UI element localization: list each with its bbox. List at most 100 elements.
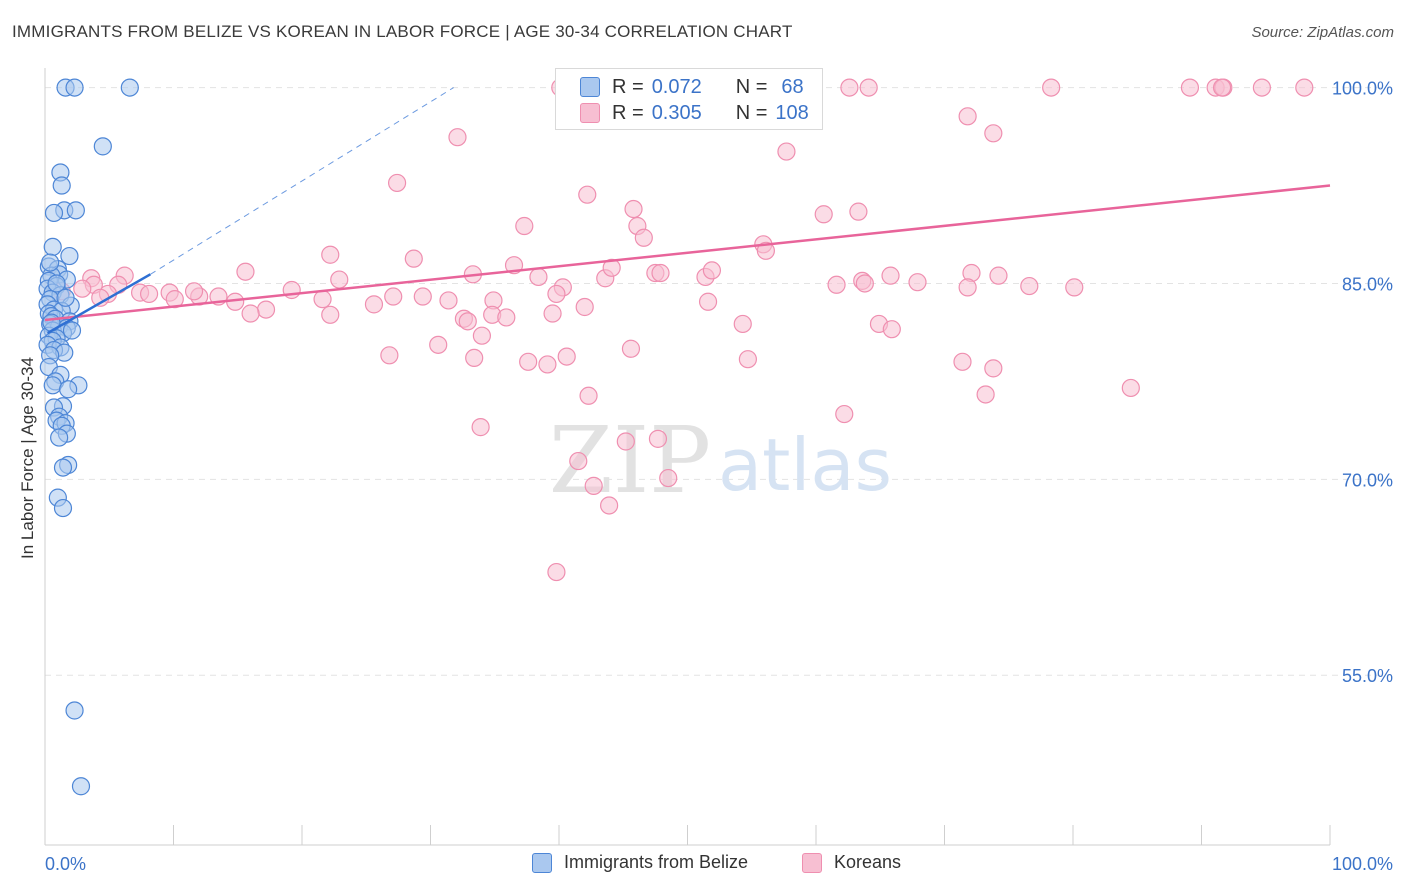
belize-point <box>43 237 62 257</box>
y-tick-label: 70.0% <box>1342 470 1393 490</box>
chart-title: IMMIGRANTS FROM BELIZE VS KOREAN IN LABO… <box>12 22 793 41</box>
korean-point <box>575 297 594 317</box>
korean-point <box>364 295 384 314</box>
korean-point <box>515 216 534 236</box>
korean-point <box>1065 278 1084 297</box>
belize-point <box>41 253 60 272</box>
korean-point <box>519 352 538 371</box>
korean-point <box>236 262 255 281</box>
belize-point <box>71 777 91 796</box>
korean-point <box>313 290 332 309</box>
korean-point <box>882 320 901 339</box>
korean-point <box>984 359 1003 378</box>
korean-point <box>73 279 92 298</box>
stats-row-korean: R = 0.305 N = 108 <box>556 101 809 125</box>
korean-point <box>1042 78 1061 97</box>
korean-point <box>976 385 995 404</box>
korean-point <box>984 124 1003 143</box>
korean-point <box>543 304 562 323</box>
korean-point <box>529 267 548 287</box>
belize-point <box>56 288 75 307</box>
korean-point <box>557 347 576 366</box>
korean-point <box>330 270 349 289</box>
belize-point <box>65 78 84 97</box>
korean-point <box>855 274 874 293</box>
korean-point <box>616 432 635 451</box>
korean-point <box>651 263 670 283</box>
korean-point <box>547 562 566 582</box>
belize-point <box>43 376 62 395</box>
x-tick-label: 100.0% <box>1332 854 1393 874</box>
stats-row-belize: R = 0.072 N = 68 <box>556 75 804 99</box>
korean-point <box>738 350 757 369</box>
korean-point <box>465 348 484 368</box>
korean-series <box>52 78 1314 582</box>
korean-point <box>547 284 566 304</box>
korean-point <box>384 287 403 306</box>
source-label: Source: ZipAtlas.com <box>1251 24 1394 41</box>
korean-point <box>1295 78 1314 97</box>
korean-point <box>321 305 340 324</box>
belize-point <box>47 274 66 293</box>
belize-point <box>93 137 112 156</box>
korean-point <box>958 278 977 297</box>
korean-point <box>756 241 775 260</box>
korean-point <box>648 429 668 448</box>
korean-point <box>698 292 718 311</box>
korean-point <box>849 202 868 221</box>
korean-point <box>538 355 557 374</box>
korean-r-value: 0.305 <box>651 101 702 124</box>
korean-point <box>827 275 846 294</box>
x-tick-label: 0.0% <box>45 854 86 874</box>
korean-point <box>579 386 598 405</box>
belize-point <box>120 78 139 97</box>
belize-point <box>60 246 79 266</box>
korean-point <box>1121 378 1140 398</box>
korean-point <box>458 312 477 331</box>
belize-r-value: 0.072 <box>651 75 702 98</box>
korean-point <box>621 339 641 358</box>
belize-r-label: R = <box>612 75 644 98</box>
korean-point <box>602 258 621 277</box>
korean-point <box>634 228 653 247</box>
korean-point <box>835 404 854 424</box>
korean-point <box>413 287 432 306</box>
korean-point <box>908 273 927 292</box>
korean-r-label: R = <box>612 101 644 124</box>
korean-point <box>624 199 643 219</box>
korean-point <box>1252 78 1271 97</box>
korean-point <box>814 205 833 224</box>
belize-point <box>52 176 71 195</box>
korean-n-label: N = <box>735 101 768 124</box>
korean-point <box>881 266 900 285</box>
korean-point <box>448 128 467 147</box>
belize-n-value: 68 <box>781 75 804 98</box>
korean-point <box>569 451 588 471</box>
belize-point <box>66 201 85 220</box>
korean-point <box>958 107 977 126</box>
korean-point <box>139 284 159 304</box>
zipatlas-watermark: ZIP atlas <box>549 407 892 514</box>
korean-point <box>859 78 878 97</box>
korean-point <box>429 335 448 354</box>
korean-n-value: 108 <box>775 101 809 124</box>
tick-labels: 100.0% 85.0% 70.0% 55.0% 0.0% 100.0% <box>45 79 1393 874</box>
belize-point <box>50 428 69 447</box>
korean-point <box>659 468 678 488</box>
belize-trend-line <box>46 273 151 335</box>
korean-point <box>471 418 490 437</box>
belize-point <box>44 203 64 223</box>
korean-point <box>989 266 1008 285</box>
korean-point <box>241 304 260 323</box>
y-tick-label: 100.0% <box>1332 79 1393 99</box>
legend-item-belize[interactable]: Immigrants from Belize <box>532 852 748 873</box>
legend-label-korean: Koreans <box>834 852 902 872</box>
belize-n-label: N = <box>735 75 768 98</box>
legend-item-korean[interactable]: Koreans <box>802 852 901 873</box>
korean-point <box>256 300 276 319</box>
belize-stat-swatch <box>580 77 600 97</box>
korean-point <box>184 282 204 301</box>
korean-point <box>953 352 972 371</box>
korean-point <box>578 185 597 204</box>
